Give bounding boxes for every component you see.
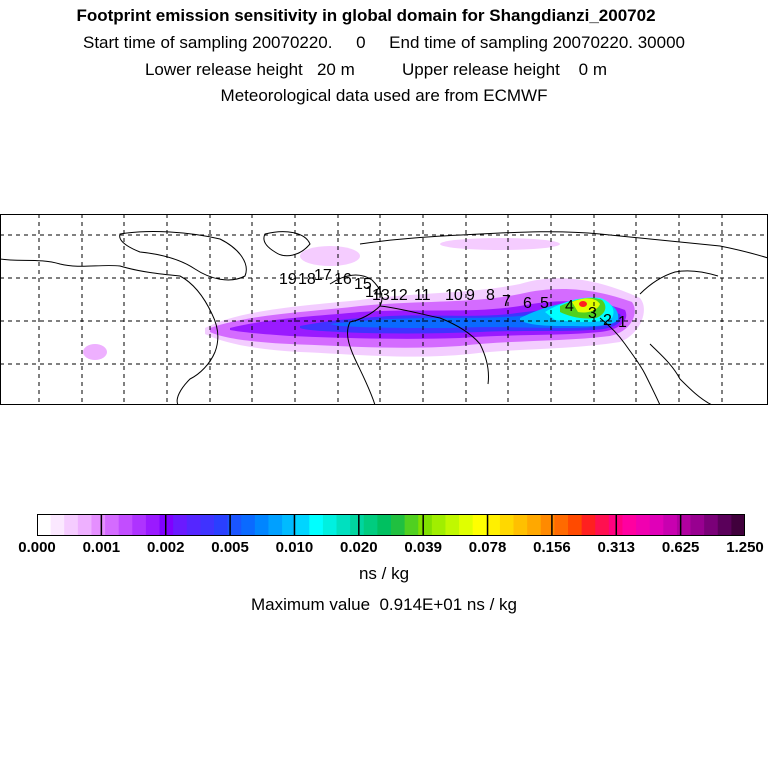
lat-lon-grid <box>0 214 768 405</box>
trajectory-label: 12 <box>390 287 408 304</box>
colorbar-cell <box>105 514 120 536</box>
colorbar-tick-label: 0.000 <box>18 539 56 556</box>
colorbar-cell <box>418 514 433 536</box>
colorbar-cell <box>77 514 93 536</box>
colorbar-cell <box>690 514 705 536</box>
colorbar-cell <box>731 514 745 536</box>
colorbar-cell <box>282 514 297 536</box>
colorbar-cell <box>227 514 242 536</box>
colorbar-cell <box>214 514 229 536</box>
colorbar-cell <box>132 514 147 536</box>
trajectory-label: 3 <box>588 305 597 322</box>
trajectory-label: 15 <box>354 276 372 293</box>
colorbar-tick-label: 0.313 <box>597 539 636 556</box>
colorbar-cell <box>663 514 678 536</box>
colorbar-cell <box>459 514 474 536</box>
met-data-line: Meteorological data used are from ECMWF <box>220 86 548 105</box>
colorbar-tick-label: 0.078 <box>468 539 507 556</box>
colorbar-cell <box>268 514 283 536</box>
colorbar-tick-label: 0.625 <box>661 539 700 556</box>
colorbar-cell <box>50 514 65 536</box>
colorbar-cell <box>64 514 79 536</box>
colorbar-cell <box>431 514 447 536</box>
colorbar-cell <box>336 514 351 536</box>
trajectory-label: 5 <box>540 295 549 312</box>
colorbar <box>37 514 745 536</box>
colorbar-cell <box>636 514 651 536</box>
colorbar-cell <box>309 514 324 536</box>
colorbar-tick-label: 0.005 <box>211 539 249 556</box>
colorbar-cell <box>350 514 365 536</box>
colorbar-cells <box>37 514 745 536</box>
colorbar-tick-label: 0.001 <box>82 539 121 556</box>
colorbar-cell <box>254 514 270 536</box>
colorbar-cell <box>322 514 338 536</box>
release-height-line: Lower release height 20 m Upper release … <box>144 60 608 79</box>
trajectory-label: 6 <box>523 295 532 312</box>
colorbar-tick-label: 0.156 <box>533 539 571 556</box>
colorbar-cell <box>581 514 596 536</box>
colorbar-cell <box>499 514 515 536</box>
colorbar-cell <box>486 514 501 536</box>
colorbar-cell <box>145 514 161 536</box>
colorbar-cell <box>472 514 487 536</box>
colorbar-cell <box>622 514 637 536</box>
unit-label: ns / kg <box>358 564 410 583</box>
colorbar-cell <box>391 514 406 536</box>
trajectory-label: 14 <box>365 284 383 301</box>
colorbar-cell <box>649 514 664 536</box>
trajectory-label: 18 <box>298 271 316 288</box>
trajectory-label: 17 <box>314 267 332 284</box>
colorbar-cell <box>118 514 133 536</box>
colorbar-tick-label: 0.002 <box>146 539 185 556</box>
colorbar-cell <box>527 514 542 536</box>
colorbar-cell <box>363 514 378 536</box>
colorbar-tick-label: 0.039 <box>404 539 442 556</box>
colorbar-frame <box>37 514 745 536</box>
colorbar-cell <box>295 514 310 536</box>
colorbar-cell <box>377 514 392 536</box>
colorbar-tick-label: 0.020 <box>340 539 378 556</box>
colorbar-cell <box>173 514 188 536</box>
colorbar-cell <box>717 514 732 536</box>
colorbar-cell <box>159 514 174 536</box>
colorbar-cell <box>186 514 201 536</box>
colorbar-cell <box>595 514 610 536</box>
colorbar-cell <box>404 514 419 536</box>
trajectory-label: 2 <box>603 312 612 329</box>
plot-title: Footprint emission sensitivity in global… <box>76 6 656 25</box>
trajectory-label: 11 <box>414 287 431 304</box>
colorbar-cell <box>91 514 106 536</box>
footprint-plume <box>83 238 644 360</box>
trajectory-label: 13 <box>372 287 390 304</box>
sampling-time-line: Start time of sampling 20070220. 0 End t… <box>83 33 685 52</box>
colorbar-cell <box>445 514 460 536</box>
colorbar-major-dividers <box>100 514 682 536</box>
colorbar-cell <box>554 514 569 536</box>
trajectory-label: 7 <box>502 293 511 310</box>
maximum-value-label: Maximum value 0.914E+01 ns / kg <box>251 595 517 614</box>
colorbar-cell <box>241 514 256 536</box>
trajectory-label: 9 <box>466 287 475 304</box>
colorbar-cell <box>200 514 215 536</box>
colorbar-tick-label: 1.250 <box>726 539 764 556</box>
colorbar-cell <box>704 514 719 536</box>
trajectory-label: 16 <box>334 271 352 288</box>
colorbar-tick-label: 0.010 <box>275 539 314 556</box>
trajectory-label: 10 <box>445 287 463 304</box>
colorbar-cell <box>568 514 583 536</box>
trajectory-label: 8 <box>486 287 495 304</box>
colorbar-cell <box>676 514 692 536</box>
trajectory-label: 19 <box>279 271 297 288</box>
colorbar-cell <box>37 514 52 536</box>
trajectory-label: 1 <box>618 314 627 331</box>
colorbar-cell <box>513 514 528 536</box>
colorbar-cell <box>540 514 555 536</box>
trajectory-label: 4 <box>565 298 574 315</box>
